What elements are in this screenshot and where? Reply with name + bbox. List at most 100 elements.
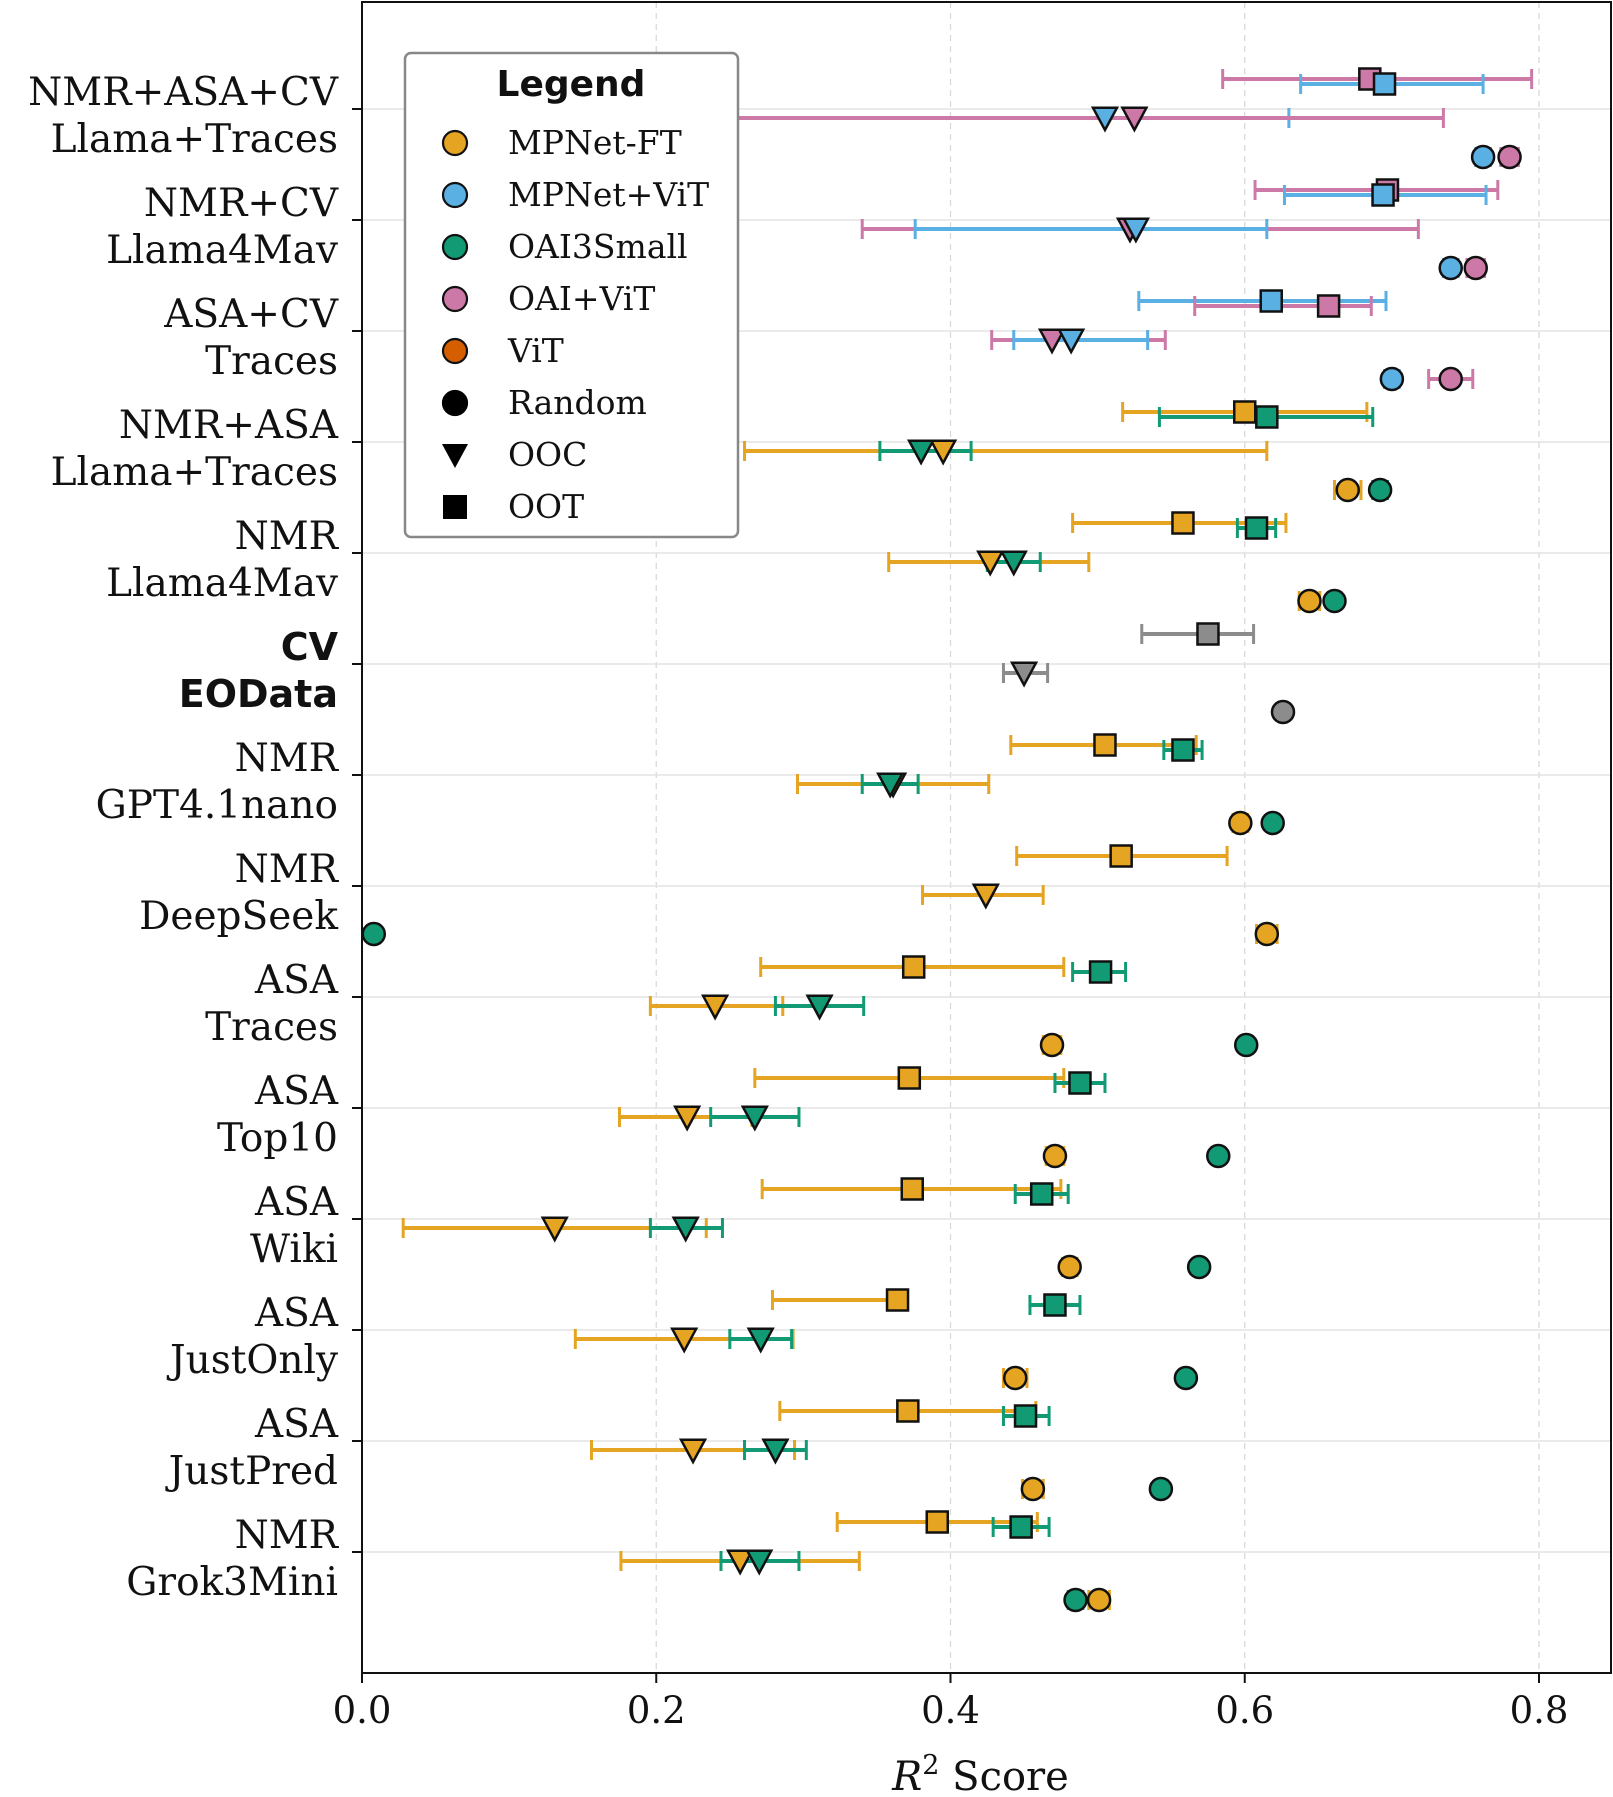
marker-asa-justonly-oai3small-ooc [746, 1327, 775, 1354]
y-tick-label-asa-top10-line2: Top10 [217, 1116, 338, 1161]
marker-asa-cv-traces-oai-vit-ooc [1037, 328, 1067, 355]
legend: Legend MPNet-FT MPNet+ViT OAI3Small OAI+ViT… [403, 51, 740, 539]
marker-nmr-grok3mini-oai3small-ooc [745, 1549, 774, 1576]
marker-asa-justpred-oai3small-oot [1013, 1404, 1038, 1428]
legend-marker-random [441, 389, 469, 417]
marker-asa-cv-traces-mpnet-vit-random [1379, 366, 1405, 392]
y-tick-label-asa-justpred-line1: ASA [254, 1402, 339, 1447]
x-axis-ticks: 0.0 0.2 0.4 0.6 0.8 [333, 1673, 1569, 1732]
marker-asa-wiki-mpnet-ft-oot [900, 1177, 924, 1201]
x-axis-label: R2 Score [891, 1750, 1069, 1797]
marker-asa-top10-oai3small-random [1206, 1143, 1231, 1169]
marker-nmr-cv-llama4mav-mpnet-vit-random [1438, 255, 1463, 281]
x-tick-label: 0.4 [921, 1689, 980, 1732]
legend-label-ooc: OOC [508, 435, 587, 474]
plot-area-frame [361, 1, 1612, 1674]
marker-asa-wiki-mpnet-ft-ooc [540, 1216, 569, 1243]
marker-asa-cv-traces-oai-vit-random [1438, 366, 1463, 392]
y-tick-label-nmr-cv-llama4mav-line2: Llama4Mav [106, 228, 338, 273]
marker-asa-justonly-mpnet-ft-random [1002, 1365, 1028, 1391]
y-tick-label-nmr-llama4mav-line2: Llama4Mav [106, 561, 338, 606]
marker-nmr-gpt4-1nano-mpnet-ft-random [1228, 810, 1253, 836]
x-axis-label-superscript: 2 [922, 1750, 939, 1781]
y-tick-label-nmr-asa-cv-llama-traces-line1: NMR+ASA+CV [28, 70, 339, 115]
y-tick-label-asa-top10-line1: ASA [254, 1069, 339, 1114]
marker-nmr-cv-llama4mav-oai-vit-random [1463, 255, 1488, 281]
y-tick-label-asa-cv-traces-line1: ASA+CV [163, 292, 339, 337]
marker-asa-justpred-mpnet-ft-ooc [678, 1438, 708, 1465]
x-axis-label-score: Score [939, 1754, 1068, 1797]
marker-asa-traces-oai3small-random [1233, 1032, 1259, 1058]
marker-nmr-grok3mini-mpnet-ft-ooc [726, 1549, 755, 1576]
marker-asa-wiki-oai3small-oot [1029, 1182, 1054, 1206]
marker-nmr-asa-llama-traces-oai3small-ooc [906, 439, 936, 466]
marker-nmr-asa-llama-traces-mpnet-ft-ooc [929, 439, 958, 466]
marker-nmr-grok3mini-oai3small-oot [1009, 1515, 1033, 1539]
marker-asa-wiki-oai3small-ooc [671, 1216, 700, 1243]
marker-nmr-llama4mav-mpnet-ft-oot [1171, 511, 1195, 535]
legend-label-mpnet-vit: MPNet+ViT [508, 175, 709, 214]
marker-nmr-llama4mav-oai3small-ooc [999, 550, 1028, 577]
marker-nmr-deepseek-oai3small-random [361, 921, 387, 947]
y-tick-label-cv-eodata-line1: CV [281, 625, 339, 669]
marker-nmr-grok3mini-mpnet-ft-random [1086, 1587, 1112, 1613]
x-tick-label: 0.8 [1510, 1689, 1569, 1732]
marker-nmr-llama4mav-oai3small-random [1322, 588, 1347, 614]
marker-asa-top10-mpnet-ft-oot [897, 1066, 922, 1090]
marker-asa-justpred-mpnet-ft-random [1020, 1476, 1046, 1502]
marker-asa-top10-mpnet-ft-ooc [673, 1105, 702, 1132]
marker-nmr-grok3mini-oai3small-random [1063, 1587, 1088, 1613]
x-axis-label-r: R [891, 1754, 922, 1797]
marker-asa-traces-mpnet-ft-ooc [701, 994, 730, 1021]
marker-asa-top10-oai3small-oot [1068, 1071, 1092, 1095]
marker-asa-cv-traces-mpnet-vit-ooc [1057, 328, 1086, 355]
marker-asa-justonly-oai3small-random [1173, 1365, 1199, 1391]
marker-asa-wiki-mpnet-ft-random [1057, 1254, 1082, 1280]
marker-asa-cv-traces-mpnet-vit-oot [1259, 289, 1283, 313]
legend-label-random: Random [508, 383, 647, 422]
marker-cv-eodata-baseline-random [1270, 699, 1296, 725]
marker-nmr-cv-llama4mav-mpnet-vit-ooc [1121, 217, 1150, 244]
marker-nmr-grok3mini-mpnet-ft-oot [925, 1510, 950, 1534]
y-tick-label-nmr-deepseek-line1: NMR [235, 847, 340, 892]
marker-asa-justpred-oai3small-ooc [761, 1438, 790, 1465]
legend-marker-oot [443, 495, 467, 519]
marker-asa-justonly-mpnet-ft-oot [885, 1288, 910, 1312]
y-tick-label-asa-justpred-line2: JustPred [165, 1449, 338, 1494]
y-tick-label-nmr-llama4mav-line1: NMR [235, 514, 340, 559]
marker-nmr-asa-llama-traces-mpnet-ft-random [1335, 477, 1360, 503]
marker-asa-justonly-mpnet-ft-ooc [670, 1327, 699, 1354]
marker-asa-traces-mpnet-ft-random [1039, 1032, 1065, 1058]
marker-asa-traces-oai3small-oot [1088, 960, 1113, 984]
marker-asa-wiki-oai3small-random [1186, 1254, 1212, 1280]
y-tick-label-nmr-gpt4-1nano-line2: GPT4.1nano [96, 783, 338, 828]
x-tick-label: 0.6 [1215, 1689, 1274, 1732]
marker-asa-justpred-oai3small-random [1148, 1476, 1174, 1502]
legend-label-oai3small: OAI3Small [508, 227, 688, 266]
legend-title: Legend [497, 64, 646, 105]
y-tick-label-asa-wiki-line1: ASA [254, 1180, 339, 1225]
marker-nmr-gpt4-1nano-oai3small-ooc [876, 772, 905, 799]
legend-marker-oai-vit [441, 285, 469, 313]
legend-label-oai-vit: OAI+ViT [508, 279, 655, 318]
marker-nmr-asa-cv-llama-traces-oai-vit-ooc [1120, 106, 1149, 133]
y-tick-label-nmr-grok3mini-line2: Grok3Mini [126, 1560, 338, 1605]
x-tick-label: 0.2 [627, 1689, 686, 1732]
marker-asa-traces-oai3small-ooc [805, 994, 834, 1021]
y-tick-label-asa-justonly-line1: ASA [254, 1291, 339, 1336]
marker-nmr-asa-cv-llama-traces-mpnet-vit-random [1470, 144, 1496, 170]
marker-nmr-llama4mav-mpnet-ft-ooc [976, 550, 1005, 577]
y-tick-label-nmr-asa-llama-traces-line2: Llama+Traces [51, 450, 338, 495]
legend-marker-ooc [442, 443, 468, 468]
marker-nmr-asa-cv-llama-traces-mpnet-vit-oot [1372, 72, 1397, 96]
y-tick-label-nmr-deepseek-line2: DeepSeek [139, 894, 338, 939]
marker-nmr-llama4mav-mpnet-ft-random [1297, 588, 1322, 614]
marker-asa-top10-oai3small-ooc [740, 1105, 769, 1132]
legend-marker-vit [441, 337, 469, 365]
y-axis-ticks: NMR+ASA+CVLlama+TracesNMR+CVLlama4MavASA… [28, 70, 362, 1605]
marker-nmr-deepseek-mpnet-ft-oot [1109, 844, 1133, 868]
x-tick-label: 0.0 [333, 1689, 392, 1732]
legend-marker-mpnet-vit [441, 181, 469, 209]
marker-nmr-gpt4-1nano-oai3small-random [1260, 810, 1285, 836]
data-markers [361, 67, 1522, 1613]
